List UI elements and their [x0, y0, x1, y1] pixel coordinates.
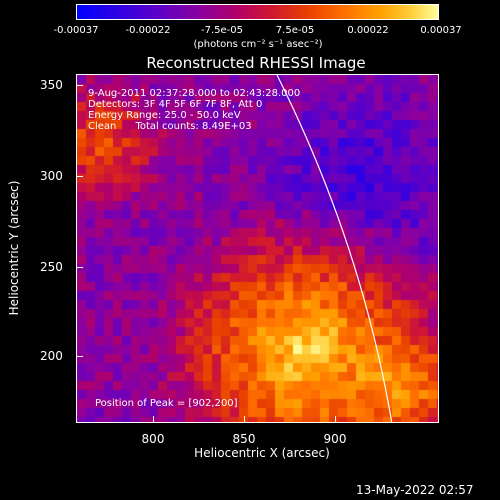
timestamp-footer: 13-May-2022 02:57: [356, 483, 474, 497]
colorbar-tick: 0.00022: [347, 25, 389, 36]
colorbar-tick: 0.00037: [420, 25, 462, 36]
y-tick-mark: [76, 356, 83, 357]
time-range-text: 9-Aug-2011 02:37:28.000 to 02:43:28.000: [88, 88, 301, 99]
detectors-text: Detectors: 3F 4F 5F 6F 7F 8F, Att 0: [88, 99, 263, 110]
solar-limb-line: [276, 75, 393, 422]
y-tick-label: 350: [40, 78, 63, 92]
x-tick-label: 850: [232, 432, 256, 446]
colorbar-tick: -0.00022: [125, 25, 171, 36]
energy-range-text: Energy Range: 25.0 - 50.0 keV: [88, 110, 241, 121]
y-tick-mark: [76, 85, 83, 86]
x-tick-mark: [335, 416, 336, 423]
y-axis-label: Heliocentric Y (arcsec): [7, 180, 21, 316]
y-tick-mark: [76, 176, 83, 177]
y-tick-label: 300: [40, 169, 63, 183]
x-axis-label: Heliocentric X (arcsec): [194, 446, 330, 460]
colorbar-tick: -7.5e-05: [201, 25, 243, 36]
plot-title: Reconstructed RHESSI Image: [146, 54, 366, 72]
x-tick-mark: [153, 416, 154, 423]
x-tick-label: 900: [323, 432, 347, 446]
colorbar-tick: 7.5e-05: [275, 25, 315, 36]
colorbar-tick: -0.00037: [53, 25, 99, 36]
x-tick-label: 800: [141, 432, 165, 446]
y-tick-mark: [76, 267, 83, 268]
y-tick-label: 250: [40, 260, 63, 274]
heatmap-image: [77, 75, 438, 422]
method-counts-text: Clean Total counts: 8.49E+03: [88, 121, 252, 132]
colorbar: [76, 4, 439, 20]
y-tick-label: 200: [40, 349, 63, 363]
peak-position-text: Position of Peak = [902,200]: [95, 398, 238, 409]
image-plot: 9-Aug-2011 02:37:28.000 to 02:43:28.000 …: [76, 74, 439, 423]
colorbar-units: (photons cm⁻² s⁻¹ asec⁻²): [193, 39, 323, 50]
x-tick-mark: [244, 416, 245, 423]
